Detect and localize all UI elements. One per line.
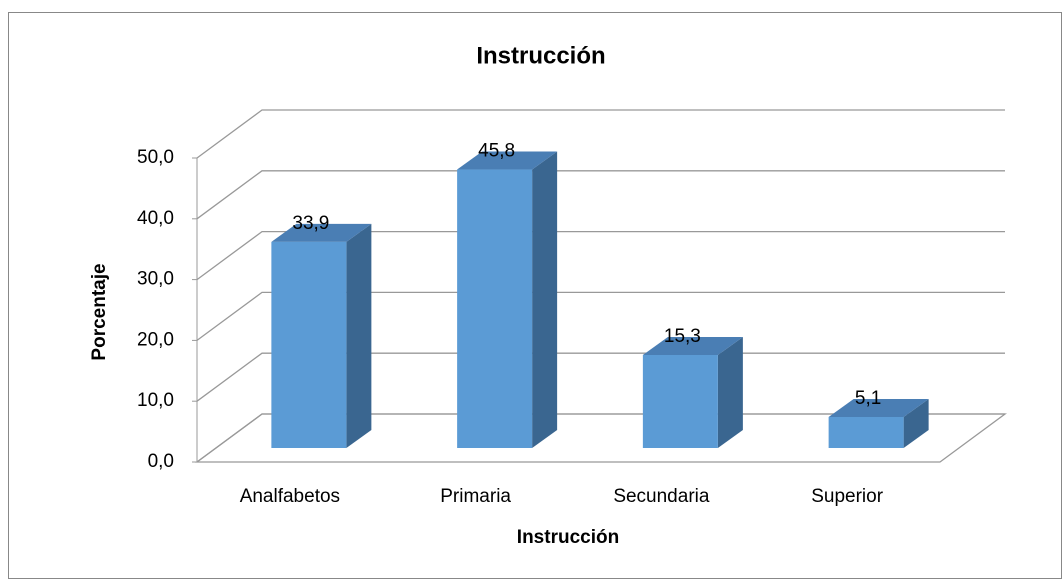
bar (271, 241, 347, 448)
x-tick-label: Primaria (440, 486, 511, 507)
bar (457, 169, 533, 448)
y-tick-label: 0,0 (148, 451, 174, 472)
y-tick-label: 50,0 (137, 147, 174, 168)
grid-line (196, 352, 1005, 402)
bar (828, 416, 904, 448)
bar-top (271, 223, 372, 242)
x-axis-title: Instrucción (517, 527, 619, 548)
x-tick-label: Analfabetos (240, 486, 340, 507)
y-tick-label: 20,0 (137, 329, 174, 350)
grid-line (196, 291, 1005, 341)
bar-side (903, 398, 929, 448)
bar-top (828, 398, 929, 417)
grid-line (196, 230, 1005, 281)
bar-top (642, 336, 743, 355)
bar-side (346, 223, 372, 448)
bar-side (717, 336, 743, 448)
value-label: 15,3 (664, 326, 701, 347)
y-tick-label: 30,0 (137, 269, 174, 290)
value-label: 33,9 (292, 213, 329, 234)
x-tick-label: Superior (811, 486, 883, 507)
value-label: 5,1 (855, 388, 881, 409)
y-axis-title: Porcentaje (89, 263, 110, 360)
bar-side (532, 151, 558, 448)
y-tick-label: 40,0 (137, 208, 174, 229)
value-label: 45,8 (478, 141, 515, 162)
grid-line (196, 109, 1005, 159)
grid-line (196, 413, 1005, 463)
grid-line (196, 170, 1005, 220)
bar-top (457, 151, 558, 170)
y-tick-label: 10,0 (137, 390, 174, 411)
x-tick-label: Secundaria (613, 486, 710, 507)
chart-title: Instrucción (476, 42, 605, 69)
bar (642, 354, 718, 448)
